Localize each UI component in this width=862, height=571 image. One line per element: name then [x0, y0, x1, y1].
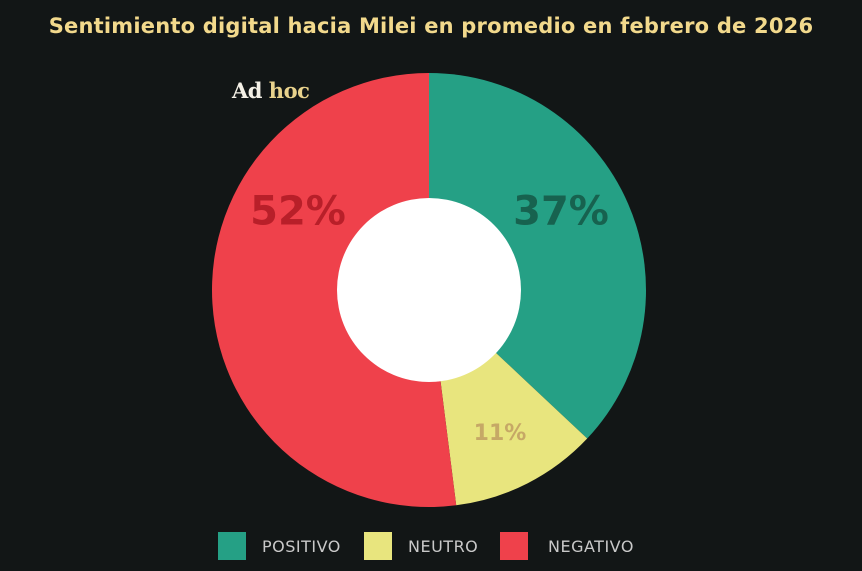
legend-swatch-negativo [500, 532, 528, 560]
donut-hole [337, 198, 521, 382]
logo-part-1: Ad [232, 78, 262, 103]
slice-positivo [429, 73, 647, 439]
legend: POSITIVO NEUTRO NEGATIVO [0, 532, 862, 562]
data-label-neutro: 11% [474, 421, 527, 446]
legend-label-positivo: POSITIVO [262, 537, 341, 556]
chart-title: Sentimiento digital hacia Milei en prome… [48, 14, 814, 38]
legend-label-negativo: NEGATIVO [548, 537, 634, 556]
data-label-negativo: 52% [250, 188, 346, 234]
slice-negativo [212, 73, 457, 507]
adhoc-logo: Ad hoc [232, 78, 310, 103]
data-label-positivo: 37% [513, 188, 609, 234]
logo-part-2: hoc [268, 78, 310, 103]
legend-swatch-neutro [364, 532, 392, 560]
legend-swatch-positivo [218, 532, 246, 560]
legend-label-neutro: NEUTRO [408, 537, 479, 556]
